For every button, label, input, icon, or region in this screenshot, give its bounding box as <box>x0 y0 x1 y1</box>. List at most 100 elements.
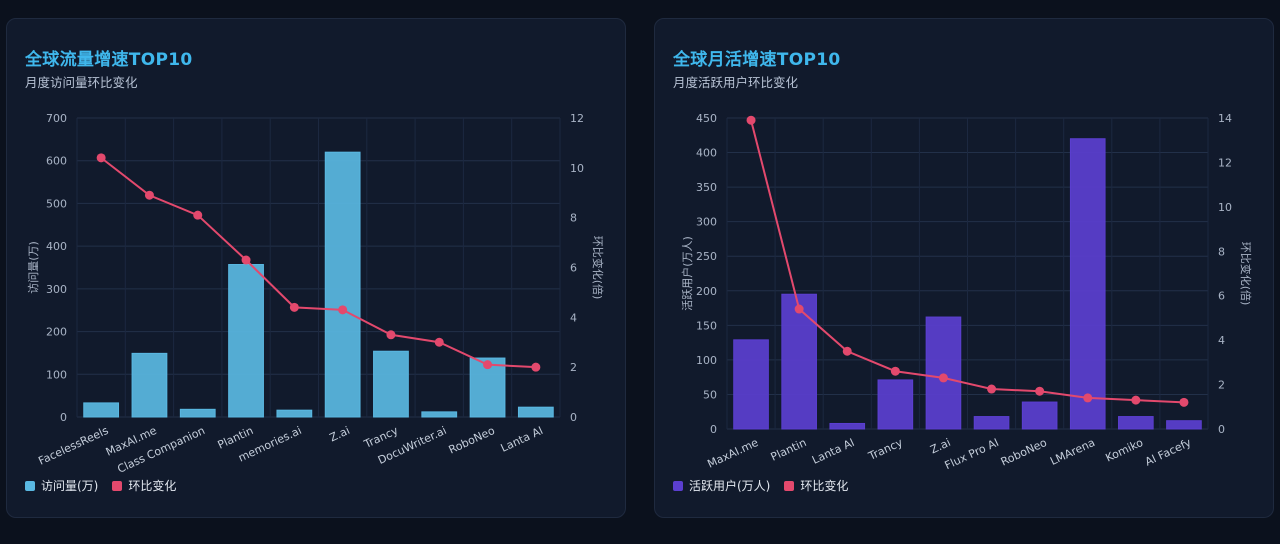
y-tick-label: 150 <box>696 319 717 332</box>
x-tick-label: Plantin <box>769 436 809 464</box>
x-tick-label: Komiko <box>1103 436 1145 465</box>
y-tick-label: 400 <box>46 240 67 253</box>
ratio-point <box>338 305 348 315</box>
mau-chart: 0 50 100 150 200 250 300 350 400 450 0 2 4 6 8 10 12 14 活跃… <box>680 112 1253 472</box>
x-tick-label: Class Companion <box>115 424 207 476</box>
x-tick-label: Lanta AI <box>499 424 545 455</box>
y-tick-label: 100 <box>46 368 67 381</box>
bar <box>517 406 554 418</box>
bar <box>228 264 264 418</box>
y-tick-label: 350 <box>696 181 717 194</box>
ratio-point <box>987 384 997 394</box>
x-tick-label: Z.ai <box>928 436 952 457</box>
legend-item-line[interactable]: 环比变化 <box>784 477 848 494</box>
y-tick-label: 300 <box>696 216 717 229</box>
ratio-point <box>434 337 444 347</box>
ratio-point <box>386 330 396 340</box>
y-axis-title: 活跃用户(万人) <box>680 236 694 311</box>
ratio-line <box>100 157 536 369</box>
y2-tick-label: 4 <box>570 311 577 324</box>
ratio-point <box>193 210 203 220</box>
y2-tick-label: 4 <box>1218 334 1225 347</box>
y2-tick-label: 10 <box>570 162 584 175</box>
legend-item-bars[interactable]: 访问量(万) <box>25 477 98 494</box>
bar <box>733 339 769 430</box>
y2-tick-label: 2 <box>1218 379 1225 392</box>
bar <box>973 416 1010 430</box>
ratio-line <box>750 119 1184 404</box>
y-tick-label: 250 <box>696 250 717 263</box>
ratio-point <box>1083 393 1093 403</box>
bar <box>276 409 313 418</box>
ratio-point <box>96 153 106 163</box>
legend-label-bars: 活跃用户(万人) <box>689 479 771 493</box>
y2-axis-title: 环比变化(倍) <box>1239 242 1253 306</box>
x-tick-label: LMArena <box>1048 436 1097 468</box>
bar <box>131 352 168 418</box>
x-tick-label: Trancy <box>866 436 905 464</box>
y-tick-label: 700 <box>46 112 67 125</box>
ratio-point <box>289 302 299 312</box>
ratio-point <box>794 304 804 314</box>
ratio-point <box>144 190 154 200</box>
y2-axis-title: 环比变化(倍) <box>591 236 605 300</box>
legend-swatch-line <box>112 480 123 491</box>
bar <box>829 422 866 430</box>
y-tick-label: 600 <box>46 155 67 168</box>
y2-tick-label: 8 <box>1218 245 1225 258</box>
bar <box>877 379 914 430</box>
y-tick-label: 400 <box>696 147 717 160</box>
legend-label-bars: 访问量(万) <box>41 479 99 493</box>
chart-card-mau: 全球月活增速TOP10 月度活跃用户环比变化 0 50 100 150 200 250 30… <box>654 18 1274 518</box>
chart-title: 全球流量增速TOP10 <box>25 50 193 70</box>
legend-item-bars[interactable]: 活跃用户(万人) <box>673 477 770 494</box>
x-tick-label: MaxAI.me <box>705 436 760 471</box>
ratio-point <box>938 373 948 383</box>
y2-tick-label: 12 <box>1218 156 1232 169</box>
y2-tick-label: 0 <box>1218 423 1225 436</box>
y-tick-label: 500 <box>46 197 67 210</box>
y2-tick-label: 10 <box>1218 201 1232 214</box>
legend-label-line: 环比变化 <box>128 479 177 493</box>
ratio-point <box>1179 397 1189 407</box>
legend-swatch-bars <box>25 480 35 491</box>
chart-legend: 活跃用户(万人) 环比变化 <box>673 477 848 494</box>
chart-legend: 访问量(万) 环比变化 <box>25 477 176 494</box>
bar <box>83 402 120 418</box>
bar <box>1069 138 1106 430</box>
bar <box>781 293 817 430</box>
bar <box>373 350 409 418</box>
x-tick-label: Flux Pro AI <box>943 436 1001 472</box>
y2-tick-label: 12 <box>570 112 584 125</box>
bar <box>1118 416 1154 430</box>
ratio-point <box>241 255 251 265</box>
x-tick-label: FacelessReels <box>36 424 110 468</box>
chart-card-traffic: 全球流量增速TOP10 月度访问量环比变化 0 100 200 300 400 500 60… <box>6 18 626 518</box>
ratio-point <box>746 115 756 125</box>
y-tick-label: 50 <box>703 388 717 401</box>
chart-subtitle: 月度活跃用户环比变化 <box>673 75 799 90</box>
ratio-point <box>1035 386 1045 396</box>
bar <box>324 151 361 418</box>
y2-tick-label: 14 <box>1218 112 1232 125</box>
x-tick-label: AI Facefy <box>1143 436 1194 469</box>
bar <box>421 411 458 418</box>
y2-tick-label: 6 <box>1218 290 1225 303</box>
x-tick-label: RoboNeo <box>999 436 1049 469</box>
y-tick-label: 0 <box>60 411 67 424</box>
bar <box>1166 420 1202 430</box>
y-tick-label: 450 <box>696 112 717 125</box>
y2-tick-label: 8 <box>570 212 577 225</box>
legend-swatch-bars <box>673 480 683 491</box>
ratio-point <box>531 362 541 372</box>
y-tick-label: 100 <box>696 354 717 367</box>
bar <box>925 316 962 430</box>
ratio-point <box>483 360 493 370</box>
traffic-chart: 0 100 200 300 400 500 600 700 0 2 4 6 8 10 12 访问量(万) 环比变… <box>27 112 605 476</box>
y-tick-label: 0 <box>710 423 717 436</box>
legend-swatch-line <box>784 480 795 491</box>
y-axis-title: 访问量(万) <box>27 241 40 294</box>
legend-item-line[interactable]: 环比变化 <box>112 477 176 494</box>
y2-tick-label: 6 <box>570 262 577 275</box>
y-tick-label: 300 <box>46 283 67 296</box>
